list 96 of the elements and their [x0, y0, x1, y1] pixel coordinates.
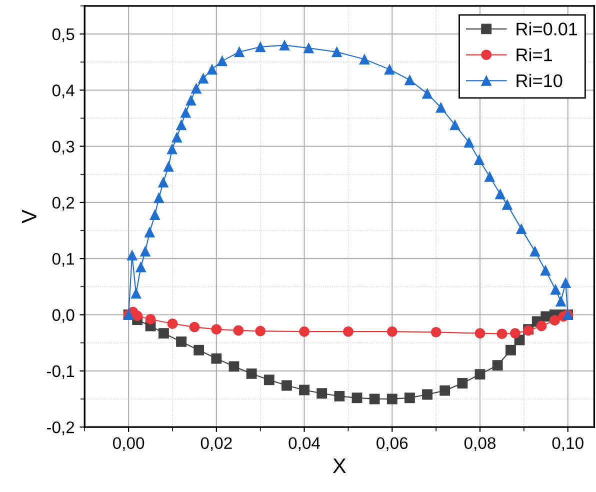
point — [126, 250, 138, 260]
point — [386, 326, 398, 337]
point — [176, 336, 186, 347]
point — [145, 314, 156, 324]
point — [186, 95, 196, 106]
point — [404, 392, 415, 404]
y-tick-label: 0,5 — [52, 28, 74, 42]
y-axis-title: V — [22, 210, 36, 224]
point — [474, 328, 486, 338]
point — [506, 344, 516, 356]
point — [510, 328, 520, 338]
y-tick-label: 0,3 — [52, 140, 74, 154]
point — [246, 368, 257, 379]
point — [189, 322, 200, 332]
point — [211, 324, 222, 335]
point — [255, 42, 266, 52]
point — [430, 326, 442, 338]
legend-label: Ri=10 — [516, 74, 562, 88]
point — [457, 378, 468, 388]
point — [359, 54, 370, 64]
point — [450, 120, 460, 130]
point — [540, 265, 551, 276]
point — [560, 278, 571, 288]
point — [130, 288, 142, 299]
point — [281, 380, 292, 391]
point — [150, 210, 160, 220]
point — [386, 394, 398, 404]
point — [233, 325, 244, 336]
point — [163, 161, 174, 172]
point — [154, 192, 164, 204]
point — [440, 385, 450, 396]
point — [549, 315, 560, 326]
y-tick-label: -0,2 — [46, 421, 74, 436]
point — [436, 102, 446, 113]
point — [464, 137, 474, 148]
point — [166, 144, 178, 154]
y-tick-label: -0,1 — [46, 365, 74, 380]
point — [299, 384, 310, 396]
point — [332, 46, 342, 58]
y-tick-label: 0,2 — [52, 196, 74, 211]
point — [474, 154, 484, 165]
point — [516, 224, 526, 234]
point — [198, 73, 208, 84]
point — [404, 74, 415, 86]
point — [158, 328, 169, 338]
point — [158, 177, 168, 188]
y-tick-label: 0,4 — [52, 84, 74, 98]
legend-label: Ri=0.01 — [516, 22, 578, 36]
point — [132, 310, 143, 322]
point — [228, 361, 240, 372]
x-tick-label: 0,04 — [288, 437, 320, 451]
point — [140, 246, 150, 257]
point — [216, 56, 228, 66]
point — [474, 369, 486, 380]
point — [496, 328, 508, 340]
x-tick-label: 0,00 — [112, 437, 144, 451]
x-tick-label: 0,02 — [200, 437, 232, 451]
point — [492, 360, 503, 370]
point — [334, 390, 345, 402]
point — [502, 199, 512, 210]
y-tick-label: 0,1 — [52, 252, 74, 267]
point — [299, 326, 310, 337]
x-tick-label: 0,08 — [464, 437, 496, 451]
point — [316, 388, 328, 399]
point — [206, 64, 218, 75]
point — [194, 344, 204, 356]
point — [255, 326, 266, 336]
point — [556, 296, 566, 306]
point — [191, 83, 202, 94]
legend-label: Ri=1 — [516, 48, 552, 62]
point — [494, 188, 506, 200]
point — [211, 353, 222, 364]
point — [172, 132, 182, 143]
point — [176, 120, 186, 130]
point — [369, 394, 380, 404]
x-tick-label: 0,10 — [552, 437, 584, 451]
point — [384, 64, 395, 75]
point — [144, 226, 155, 238]
point — [484, 171, 495, 182]
point — [180, 107, 191, 118]
y-tick-label: 0,0 — [52, 309, 74, 323]
point — [167, 318, 178, 329]
point — [303, 42, 314, 54]
point — [264, 374, 274, 386]
x-axis-title: X — [332, 458, 346, 473]
point — [342, 326, 354, 337]
point — [530, 246, 540, 257]
point — [352, 392, 362, 404]
point — [279, 40, 290, 50]
point — [234, 46, 244, 58]
point — [136, 262, 146, 272]
point — [422, 88, 432, 99]
point — [550, 284, 561, 295]
x-tick-label: 0,06 — [376, 437, 408, 451]
point — [536, 320, 547, 332]
point — [422, 389, 432, 400]
